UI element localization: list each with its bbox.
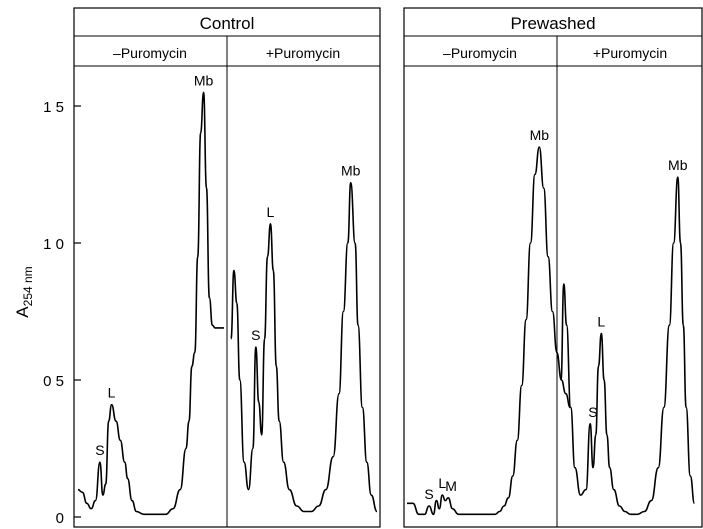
absorbance-traces: [77, 91, 696, 516]
y-tick-label: 0: [56, 510, 64, 527]
y-tick-labels: 0 0 5 1 0 1 5: [43, 99, 64, 527]
panel-control-minus-puromycin-label: –Puromycin: [113, 45, 187, 61]
peak-label: Mb: [194, 72, 214, 88]
peak-label: Mb: [530, 127, 550, 143]
peak-label: S: [588, 404, 597, 420]
peak-label: M: [445, 478, 457, 494]
panel-prewashed-title: Prewashed: [510, 14, 595, 33]
panel-control-title: Control: [200, 14, 255, 33]
peak-label: L: [267, 204, 275, 220]
peak-label: L: [597, 313, 605, 329]
y-axis-label-sub: 254 nm: [21, 266, 35, 306]
y-tick-label: 0 5: [43, 373, 64, 390]
peak-label: S: [251, 327, 260, 343]
y-axis-label: A254 nm: [13, 266, 35, 317]
peak-label: L: [108, 385, 116, 401]
y-tick-label: 1 5: [43, 99, 64, 116]
y-axis-label-main: A: [13, 306, 32, 318]
peak-label: L: [438, 475, 446, 491]
peak-label: Mb: [341, 163, 361, 179]
panel-prewashed-minus-puromycin-label: –Puromycin: [443, 45, 517, 61]
panel-prewashed-plus-puromycin-label: +Puromycin: [593, 45, 667, 61]
absorbance-trace-prewashed-plus-puromycin: [560, 176, 696, 516]
peak-label: Mb: [668, 157, 688, 173]
absorbance-trace-control-plus-puromycin: [230, 181, 378, 513]
y-tick-marks: [74, 105, 81, 518]
absorbance-trace-prewashed-minus-puromycin: [406, 146, 571, 516]
y-tick-label: 1 0: [43, 236, 64, 253]
absorbance-trace-control-minus-puromycin: [77, 91, 224, 516]
panel-prewashed: Prewashed –Puromycin +Puromycin: [403, 7, 703, 528]
peak-label: S: [424, 486, 433, 502]
panel-control-plus-puromycin-label: +Puromycin: [266, 45, 340, 61]
panel-control: Control –Puromycin +Puromycin: [73, 7, 381, 528]
peak-label: S: [95, 442, 104, 458]
panel-prewashed-frame: [403, 7, 703, 528]
